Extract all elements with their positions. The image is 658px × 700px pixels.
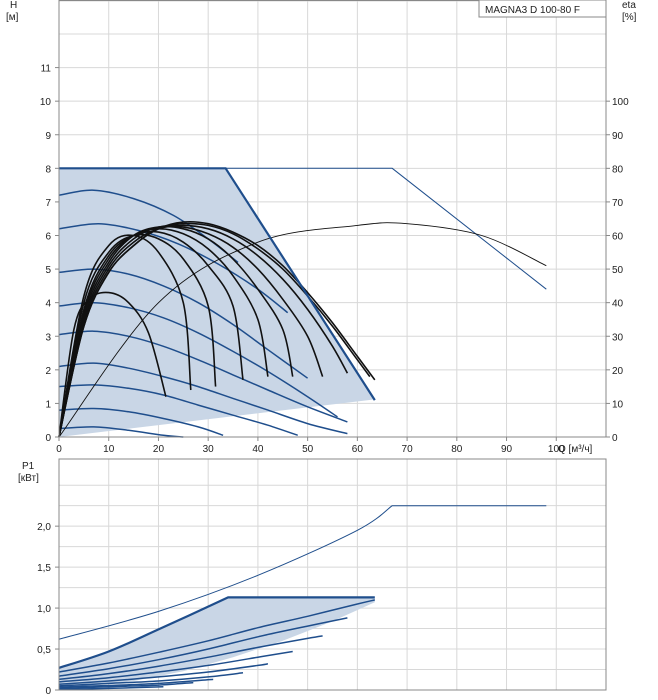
head-curves (58, 167, 547, 438)
head-frame (58, 0, 607, 438)
x-tick-label: 70 (402, 444, 414, 455)
head-y-tick-label: 11 (41, 64, 52, 75)
power-speed-curve (58, 599, 375, 673)
head-axis-labels: H [м] eta [%] Q [м³/ч] (6, 0, 637, 455)
x-tick-label: 50 (302, 444, 314, 455)
eta-y-tick-label: 10 (612, 399, 624, 410)
power-y-tick-label: 1,0 (37, 604, 51, 615)
power-speed-curve (58, 685, 164, 690)
head-y-tick-label: 9 (45, 131, 51, 142)
efficiency-curve (58, 291, 167, 438)
flow-axis-label: Q [м³/ч] (558, 444, 593, 455)
head-speed-curve (58, 426, 184, 438)
power-y-axis-label: P1 (22, 461, 35, 472)
eta-y-tick-label: 20 (612, 366, 624, 377)
head-speed-curve (58, 362, 348, 435)
head-y-axis-label: H (10, 0, 17, 11)
head-y-tick-label: 10 (40, 97, 52, 108)
head-plot-frame (58, 0, 607, 438)
power-envelope-area (59, 597, 375, 689)
power-curves (58, 505, 547, 690)
efficiency-curve (58, 225, 294, 438)
x-tick-label: 40 (252, 444, 264, 455)
power-max-curve (58, 596, 375, 669)
eta-y-tick-label: 40 (612, 299, 624, 310)
head-speed-curve (58, 384, 298, 437)
head-y-tick-label: 1 (45, 399, 51, 410)
power-y-tick-label: 0 (45, 686, 51, 697)
efficiency-single-pump-curve (58, 222, 547, 438)
head-speed-curve (58, 407, 224, 437)
head-x-ticks: 0 10 20 30 40 50 60 70 80 90 100 (56, 437, 565, 455)
eta-y-ticks: 0 10 20 30 40 50 60 70 80 90 100 (606, 97, 629, 444)
eta-axis-label: eta (622, 0, 636, 11)
head-max-curve (59, 167, 376, 401)
head-y-tick-label: 3 (45, 332, 51, 343)
head-y-tick-label: 0 (45, 433, 51, 444)
eta-y-tick-label: 100 (612, 97, 629, 108)
head-y-ticks: 0 1 2 3 4 5 6 7 8 9 10 11 (40, 64, 59, 444)
head-y-tick-label: 5 (45, 265, 51, 276)
x-tick-label: 60 (352, 444, 364, 455)
chart-title-box: MAGNA3 D 100-80 F (478, 0, 607, 18)
power-plot-frame (58, 458, 607, 691)
power-frame (58, 458, 607, 691)
eta-y-tick-label: 70 (612, 198, 624, 209)
eta-y-tick-label: 80 (612, 164, 624, 175)
power-speed-curve (58, 663, 269, 686)
eta-axis-unit: [%] (622, 12, 637, 23)
power-speed-curve (58, 681, 194, 690)
power-speed-curve (58, 672, 244, 687)
x-tick-label: 20 (153, 444, 165, 455)
head-y-tick-label: 6 (45, 232, 51, 243)
eta-y-tick-label: 0 (612, 433, 618, 444)
efficiency-curve (58, 225, 324, 438)
efficiency-curve (58, 230, 244, 438)
x-tick-label: 80 (451, 444, 463, 455)
chart-title-frame (478, 0, 607, 18)
power-y-ticks: 0 0,5 1,0 1,5 2,0 (37, 522, 59, 697)
chart-title: MAGNA3 D 100-80 F (485, 5, 580, 16)
head-y-tick-label: 4 (45, 299, 51, 310)
head-speed-curve (58, 301, 338, 418)
power-axis-labels: P1 [кВт] (18, 461, 39, 484)
x-tick-label: 90 (501, 444, 513, 455)
head-speed-curve (58, 330, 348, 423)
eta-y-tick-label: 60 (612, 232, 624, 243)
power-speed-curve (58, 678, 214, 688)
power-speed-curve (58, 617, 348, 677)
power-single-pump-curve (58, 505, 547, 640)
efficiency-curve (58, 222, 371, 438)
power-y-tick-label: 1,5 (37, 563, 51, 574)
power-y-axis-unit: [кВт] (18, 473, 39, 484)
power-y-tick-label: 0,5 (37, 645, 51, 656)
eta-y-tick-label: 50 (612, 265, 624, 276)
efficiency-curve (58, 224, 349, 438)
head-y-tick-label: 7 (45, 198, 51, 209)
x-tick-label: 30 (203, 444, 215, 455)
x-tick-label: 0 (56, 444, 62, 455)
x-tick-label: 10 (103, 444, 115, 455)
power-y-tick-label: 2,0 (37, 522, 51, 533)
eta-y-tick-label: 90 (612, 131, 624, 142)
eta-y-tick-label: 30 (612, 332, 624, 343)
power-speed-curve (58, 635, 323, 681)
head-y-tick-label: 8 (45, 164, 51, 175)
efficiency-curve (58, 227, 269, 438)
x-tick-label: 100 (548, 444, 565, 455)
head-y-axis-unit: [м] (6, 12, 19, 23)
power-speed-curve (58, 650, 293, 683)
head-y-tick-label: 2 (45, 366, 51, 377)
power-envelope (59, 597, 375, 689)
efficiency-curve (58, 234, 192, 438)
